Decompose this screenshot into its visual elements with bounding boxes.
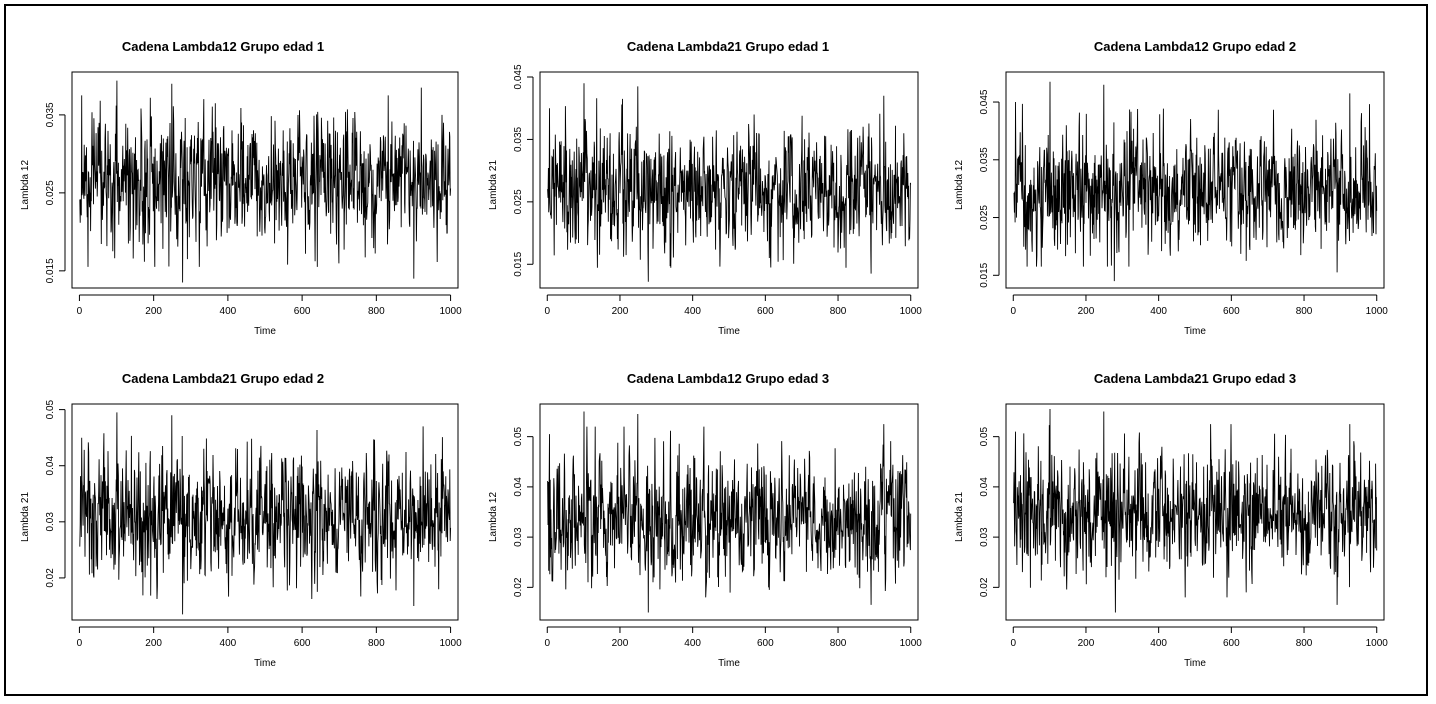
x-tick-label: 600	[294, 306, 311, 317]
chart-title: Cadena Lambda21 Grupo edad 2	[122, 371, 324, 386]
chart-panel-1: Cadena Lambda12 Grupo edad 1 Time Lambda…	[20, 39, 462, 337]
y-tick-label: 0.03	[979, 527, 990, 547]
y-tick-label: 0.015	[45, 258, 56, 283]
x-tick-label: 400	[220, 638, 237, 649]
x-axis-label: Time	[254, 658, 276, 669]
x-tick-label: 200	[612, 638, 629, 649]
x-tick-label: 800	[830, 638, 847, 649]
x-axis-label: Time	[1184, 326, 1206, 337]
chart-panel-3: Cadena Lambda12 Grupo edad 2 Time Lambda…	[954, 39, 1389, 337]
series-line	[79, 80, 452, 283]
x-axis-label: Time	[718, 326, 740, 337]
y-tick-label: 0.04	[513, 477, 524, 497]
y-tick-label: 0.02	[979, 577, 990, 597]
chart-panel-4: Cadena Lambda21 Grupo edad 2 Time Lambda…	[20, 371, 462, 669]
y-tick-label: 0.045	[513, 64, 524, 89]
y-tick-label: 0.04	[45, 456, 56, 476]
y-tick-label: 0.035	[979, 147, 990, 172]
plot-box	[539, 403, 919, 621]
x-tick-label: 1000	[439, 306, 462, 317]
x-tick-label: 600	[294, 638, 311, 649]
series-line	[1013, 81, 1378, 282]
y-tick-label: 0.025	[979, 205, 990, 230]
y-axis-label: Lambda 12	[954, 160, 965, 210]
chart-title: Cadena Lambda12 Grupo edad 3	[627, 371, 829, 386]
x-tick-label: 1000	[1366, 638, 1389, 649]
series-line	[1013, 408, 1378, 613]
x-tick-label: 800	[368, 306, 385, 317]
y-tick-label: 0.025	[45, 180, 56, 205]
figure-frame	[4, 4, 1428, 696]
x-tick-label: 200	[145, 306, 162, 317]
x-tick-label: 1000	[900, 638, 923, 649]
x-tick-label: 800	[1296, 638, 1313, 649]
plot-box	[539, 71, 919, 289]
chart-title: Cadena Lambda12 Grupo edad 2	[1094, 39, 1296, 54]
x-tick-label: 0	[77, 306, 83, 317]
x-tick-label: 0	[544, 306, 550, 317]
x-tick-label: 800	[1296, 306, 1313, 317]
y-tick-label: 0.015	[979, 262, 990, 287]
chart-panel-6: Cadena Lambda21 Grupo edad 3 Time Lambda…	[954, 371, 1389, 669]
x-tick-label: 0	[544, 638, 550, 649]
y-tick-label: 0.05	[513, 426, 524, 446]
x-tick-label: 800	[830, 306, 847, 317]
chart-title: Cadena Lambda21 Grupo edad 3	[1094, 371, 1296, 386]
y-tick-label: 0.035	[513, 126, 524, 151]
x-tick-label: 200	[1078, 638, 1095, 649]
x-tick-label: 600	[757, 306, 774, 317]
x-axis-label: Time	[718, 658, 740, 669]
x-tick-label: 1000	[439, 638, 462, 649]
x-tick-label: 400	[1150, 306, 1167, 317]
x-tick-label: 200	[1078, 306, 1095, 317]
x-tick-label: 600	[1223, 638, 1240, 649]
x-axis-label: Time	[1184, 658, 1206, 669]
y-axis-label: Lambda 12	[488, 492, 499, 542]
x-tick-label: 600	[1223, 306, 1240, 317]
x-tick-label: 0	[1010, 638, 1016, 649]
y-tick-label: 0.05	[45, 399, 56, 419]
x-tick-label: 800	[368, 638, 385, 649]
x-tick-label: 400	[220, 306, 237, 317]
x-tick-label: 200	[145, 638, 162, 649]
y-axis-label: Lambda 21	[20, 492, 31, 542]
chart-panel-2: Cadena Lambda21 Grupo edad 1 Time Lambda…	[488, 39, 923, 337]
plot-box	[1005, 403, 1385, 621]
y-axis-label: Lambda 12	[20, 160, 31, 210]
y-tick-label: 0.03	[45, 512, 56, 532]
chart-title: Cadena Lambda21 Grupo edad 1	[627, 39, 829, 54]
x-tick-label: 0	[1010, 306, 1016, 317]
plot-box	[1005, 71, 1385, 289]
plot-box	[71, 403, 459, 621]
y-tick-label: 0.03	[513, 527, 524, 547]
y-tick-label: 0.035	[45, 102, 56, 127]
x-tick-label: 400	[1150, 638, 1167, 649]
series-line	[547, 83, 912, 282]
x-tick-label: 1000	[900, 306, 923, 317]
x-tick-label: 1000	[1366, 306, 1389, 317]
plot-box	[71, 71, 459, 289]
x-tick-label: 0	[77, 638, 83, 649]
y-tick-label: 0.05	[979, 426, 990, 446]
chart-panel-5: Cadena Lambda12 Grupo edad 3 Time Lambda…	[488, 371, 923, 669]
y-axis-label: Lambda 21	[954, 492, 965, 542]
chart-title: Cadena Lambda12 Grupo edad 1	[122, 39, 324, 54]
y-tick-label: 0.025	[513, 189, 524, 214]
x-tick-label: 200	[612, 306, 629, 317]
y-axis-label: Lambda 21	[488, 160, 499, 210]
y-tick-label: 0.02	[513, 577, 524, 597]
y-tick-label: 0.045	[979, 89, 990, 114]
x-tick-label: 400	[684, 638, 701, 649]
y-tick-label: 0.015	[513, 251, 524, 276]
x-tick-label: 600	[757, 638, 774, 649]
x-tick-label: 400	[684, 306, 701, 317]
series-line	[79, 412, 452, 615]
series-line	[547, 411, 912, 613]
y-tick-label: 0.04	[979, 477, 990, 497]
x-axis-label: Time	[254, 326, 276, 337]
y-tick-label: 0.02	[45, 568, 56, 588]
